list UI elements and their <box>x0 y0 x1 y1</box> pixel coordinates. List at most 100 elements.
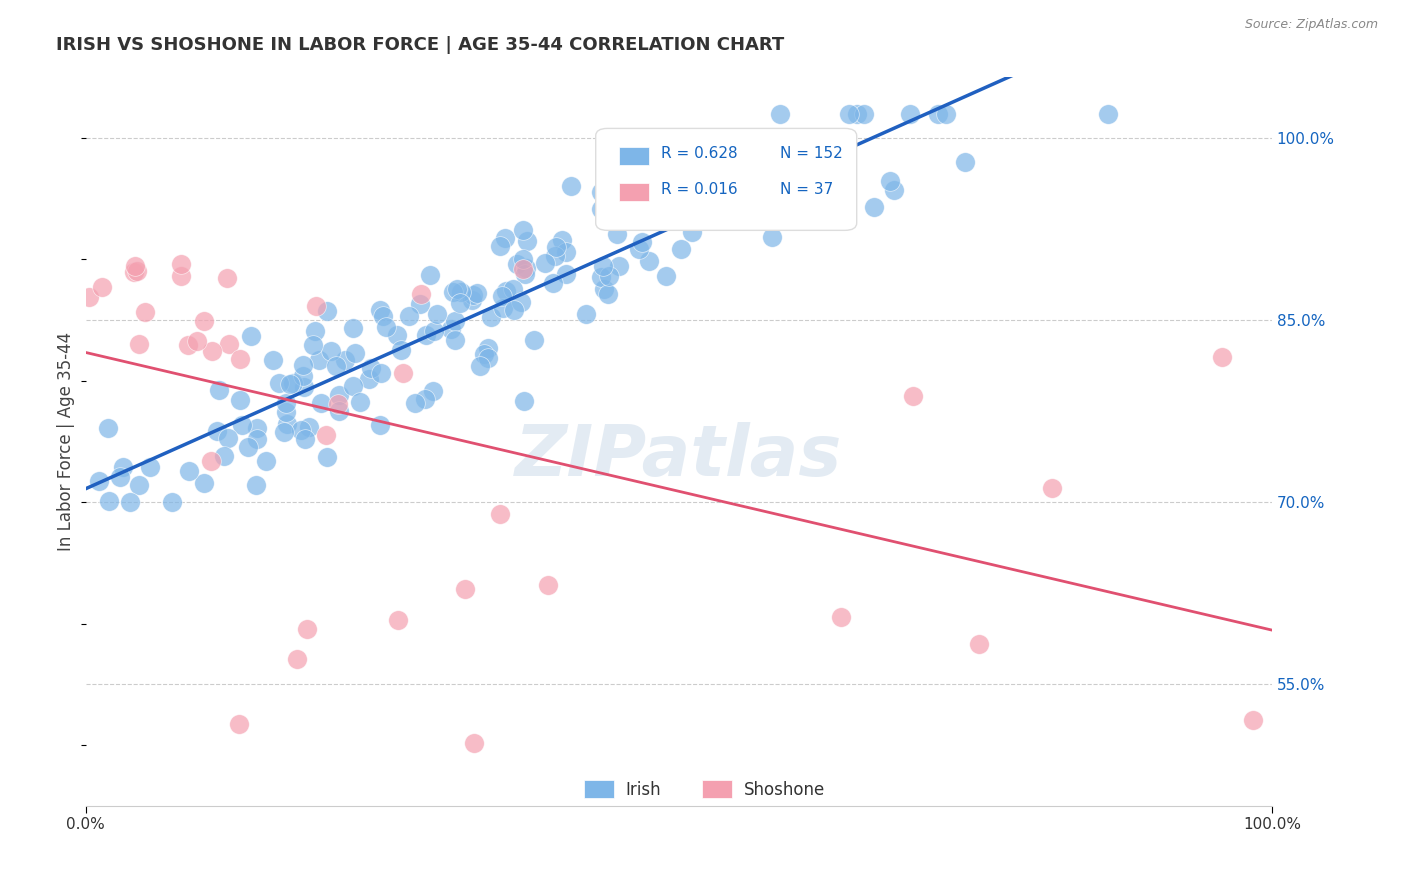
Point <box>291 359 314 373</box>
Point <box>128 477 150 491</box>
Point <box>554 245 576 260</box>
Point <box>818 178 841 192</box>
Point <box>246 421 269 435</box>
Point <box>419 268 441 282</box>
Point <box>97 494 120 508</box>
Point <box>655 269 678 284</box>
Point <box>440 322 463 336</box>
Point <box>852 107 875 121</box>
Point <box>343 346 366 360</box>
Point <box>385 327 408 342</box>
Point <box>205 424 228 438</box>
Point <box>489 507 512 521</box>
Point <box>91 280 114 294</box>
Point <box>591 202 613 217</box>
Point <box>110 470 132 484</box>
Point <box>900 107 922 121</box>
Point <box>274 404 297 418</box>
Point <box>360 360 382 375</box>
Point <box>734 161 756 176</box>
Point <box>422 384 444 399</box>
Point <box>510 295 533 310</box>
Point <box>598 178 620 193</box>
Point <box>285 652 308 666</box>
Point <box>491 288 513 302</box>
Point <box>298 419 321 434</box>
Point <box>409 286 432 301</box>
Point <box>879 174 901 188</box>
Point <box>713 150 735 164</box>
Text: R = 0.628: R = 0.628 <box>661 145 738 161</box>
Text: IRISH VS SHOSHONE IN LABOR FORCE | AGE 35-44 CORRELATION CHART: IRISH VS SHOSHONE IN LABOR FORCE | AGE 3… <box>56 36 785 54</box>
Point <box>607 259 630 273</box>
Point <box>124 259 146 273</box>
Point <box>186 334 208 349</box>
Point <box>200 454 222 468</box>
Point <box>541 276 564 290</box>
Point <box>389 343 412 357</box>
Point <box>953 155 976 169</box>
Point <box>638 254 661 268</box>
Point <box>513 267 536 281</box>
Point <box>127 264 149 278</box>
Point <box>488 238 510 252</box>
Point <box>176 337 198 351</box>
Point <box>357 371 380 385</box>
Point <box>591 269 613 284</box>
Point <box>477 341 499 355</box>
Text: ZIPatlas: ZIPatlas <box>515 422 842 491</box>
Point <box>292 380 315 394</box>
Point <box>560 178 582 193</box>
Point <box>231 417 253 432</box>
Point <box>267 376 290 391</box>
Point <box>308 353 330 368</box>
Point <box>77 290 100 304</box>
Point <box>654 207 676 221</box>
Point <box>494 231 516 245</box>
Point <box>838 107 860 121</box>
Point <box>134 305 156 319</box>
Point <box>274 396 297 410</box>
Bar <box>703 780 733 798</box>
Point <box>725 174 748 188</box>
Point <box>523 333 546 347</box>
Point <box>316 450 339 464</box>
Point <box>316 304 339 318</box>
Point <box>404 396 426 410</box>
Point <box>845 107 868 121</box>
Point <box>506 256 529 270</box>
Point <box>551 233 574 247</box>
Point <box>368 418 391 433</box>
Point <box>217 270 239 285</box>
Point <box>239 329 262 343</box>
Point <box>246 432 269 446</box>
Point <box>111 460 134 475</box>
Point <box>120 495 142 509</box>
Point <box>503 302 526 317</box>
Point <box>292 368 315 383</box>
Point <box>449 296 471 310</box>
Point <box>426 307 449 321</box>
Point <box>461 288 484 302</box>
Point <box>454 582 477 596</box>
Point <box>443 334 465 348</box>
Point <box>441 285 464 299</box>
Point <box>254 454 277 468</box>
Point <box>315 427 337 442</box>
Point <box>589 185 612 199</box>
Bar <box>620 183 650 202</box>
Point <box>193 314 215 328</box>
Point <box>170 268 193 283</box>
Point <box>681 226 703 240</box>
Point <box>901 389 924 403</box>
Point <box>328 388 350 402</box>
Point <box>177 464 200 478</box>
Point <box>444 314 467 328</box>
Point <box>1040 481 1063 495</box>
Point <box>697 210 720 224</box>
Point <box>370 366 392 380</box>
Point <box>769 107 792 121</box>
Point <box>704 198 727 212</box>
Point <box>720 198 742 212</box>
Point <box>502 282 524 296</box>
